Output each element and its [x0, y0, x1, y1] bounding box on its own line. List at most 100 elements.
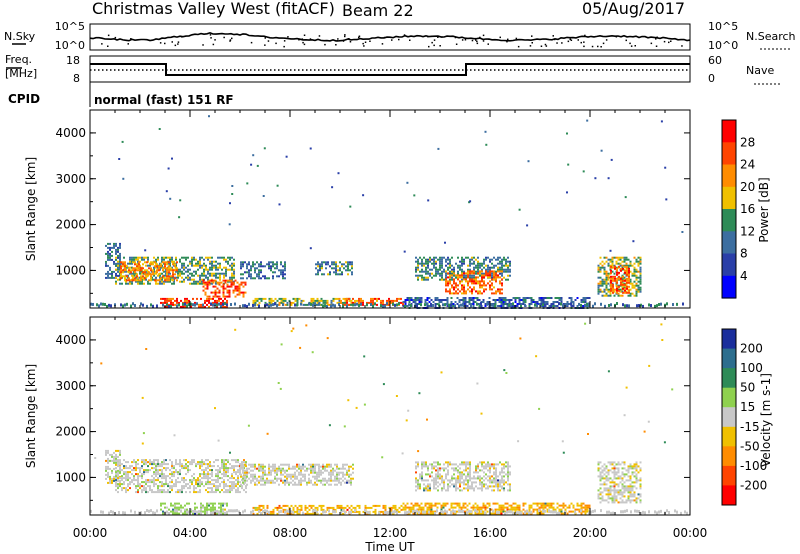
power-echo-cell	[128, 279, 130, 282]
velocity-echo-cell	[512, 502, 515, 505]
velocity-echo-cell	[338, 477, 340, 480]
power-echo-cell	[250, 273, 252, 276]
velocity-echo-cell	[174, 504, 176, 507]
power-echo-point	[121, 140, 124, 143]
power-echo-cell	[445, 280, 447, 283]
velocity-echo-cell	[233, 459, 235, 462]
velocity-echo-cell	[179, 469, 181, 472]
power-echo-cell	[637, 256, 640, 259]
velocity-echo-cell	[429, 485, 431, 488]
velocity-echo-cell	[125, 477, 127, 480]
velocity-echo-cell	[447, 465, 449, 468]
power-ground-cell	[282, 303, 284, 307]
velocity-echo-cell	[499, 461, 501, 464]
velocity-echo-cell	[312, 504, 315, 507]
velocity-echo-cell	[221, 489, 223, 492]
power-echo-cell	[226, 301, 228, 304]
power-echo-cell	[558, 299, 561, 301]
power-echo-cell	[176, 297, 178, 300]
velocity-echo-cell	[163, 467, 165, 470]
velocity-echo-cell	[127, 477, 129, 480]
power-echo-cell	[421, 260, 423, 263]
velocity-echo-cell	[280, 469, 282, 472]
power-echo-cell	[280, 271, 282, 274]
power-echo-cell	[230, 285, 233, 288]
velocity-echo-cell	[260, 483, 262, 486]
velocity-echo-cell	[177, 489, 179, 492]
velocity-echo-cell	[352, 471, 354, 474]
power-echo-cell	[451, 272, 453, 275]
power-echo-cell	[181, 262, 183, 265]
velocity-echo-cell	[340, 471, 342, 474]
velocity-echo-cell	[205, 459, 207, 462]
power-echo-cell	[425, 278, 427, 281]
velocity-echo-cell	[278, 506, 281, 509]
velocity-echo-cell	[205, 473, 207, 476]
velocity-echo-cell	[404, 508, 407, 511]
velocity-echo-cell	[225, 465, 227, 468]
power-echo-cell	[451, 292, 453, 295]
velocity-echo-cell	[237, 483, 239, 486]
velocity-echo-cell	[205, 463, 207, 466]
velocity-echo-cell	[211, 465, 213, 468]
power-echo-cell	[284, 303, 287, 306]
velocity-echo-cell	[207, 479, 209, 482]
velocity-echo-cell	[193, 461, 195, 464]
velocity-echo-cell	[342, 467, 344, 470]
power-echo-cell	[522, 299, 525, 301]
power-echo-cell	[538, 303, 541, 305]
velocity-echo-cell	[272, 479, 274, 482]
power-echo-cell	[471, 290, 473, 293]
velocity-echo-cell	[223, 459, 225, 462]
velocity-echo-cell	[187, 461, 189, 464]
power-echo-cell	[472, 301, 475, 303]
noise-search-dot	[174, 44, 177, 47]
velocity-echo-cell	[207, 483, 209, 486]
power-echo-cell	[226, 305, 228, 308]
velocity-echo-cell	[443, 463, 445, 466]
power-echo-cell	[439, 264, 441, 267]
power-echo-cell	[447, 258, 449, 261]
velocity-echo-cell	[423, 487, 425, 490]
velocity-echo-cell	[107, 461, 109, 464]
velocity-echo-cell	[290, 481, 292, 484]
power-echo-cell	[139, 270, 141, 273]
power-echo-cell	[254, 263, 256, 266]
velocity-echo-cell	[475, 477, 477, 480]
power-echo-cell	[150, 267, 152, 270]
velocity-echo-cell	[237, 461, 239, 464]
power-echo-cell	[164, 301, 166, 304]
velocity-echo-cell	[485, 473, 487, 476]
velocity-echo-cell	[274, 465, 276, 468]
power-echo-cell	[161, 258, 163, 261]
velocity-echo-cell	[262, 475, 264, 478]
power-echo-cell	[166, 279, 168, 282]
power-echo-cell	[554, 305, 557, 307]
power-echo-cell	[189, 272, 191, 275]
power-echo-cell	[453, 286, 455, 289]
power-echo-cell	[246, 277, 248, 280]
velocity-echo-cell	[155, 473, 157, 476]
velocity-echo-cell	[294, 467, 296, 470]
power-echo-cell	[483, 260, 485, 263]
velocity-echo-cell	[469, 461, 471, 464]
velocity-echo-cell	[242, 477, 244, 480]
velocity-echo-cell	[286, 512, 289, 515]
power-echo-cell	[234, 287, 237, 290]
power-echo-cell	[491, 292, 493, 295]
velocity-echo-cell	[113, 477, 115, 480]
velocity-echo-cell	[497, 489, 499, 492]
velocity-echo-cell	[560, 504, 563, 507]
velocity-echo-cell	[469, 471, 471, 474]
velocity-echo-cell	[195, 465, 197, 468]
velocity-echo-cell	[206, 506, 208, 509]
velocity-echo-cell	[459, 489, 461, 492]
noise-search-dot	[515, 37, 518, 40]
power-echo-cell	[429, 272, 431, 275]
power-echo-cell	[181, 266, 183, 269]
velocity-echo-cell	[233, 465, 235, 468]
velocity-echo-cell	[461, 471, 463, 474]
power-echo-cell	[202, 279, 205, 282]
velocity-echo-cell	[282, 469, 284, 472]
power-echo-cell	[212, 281, 215, 284]
